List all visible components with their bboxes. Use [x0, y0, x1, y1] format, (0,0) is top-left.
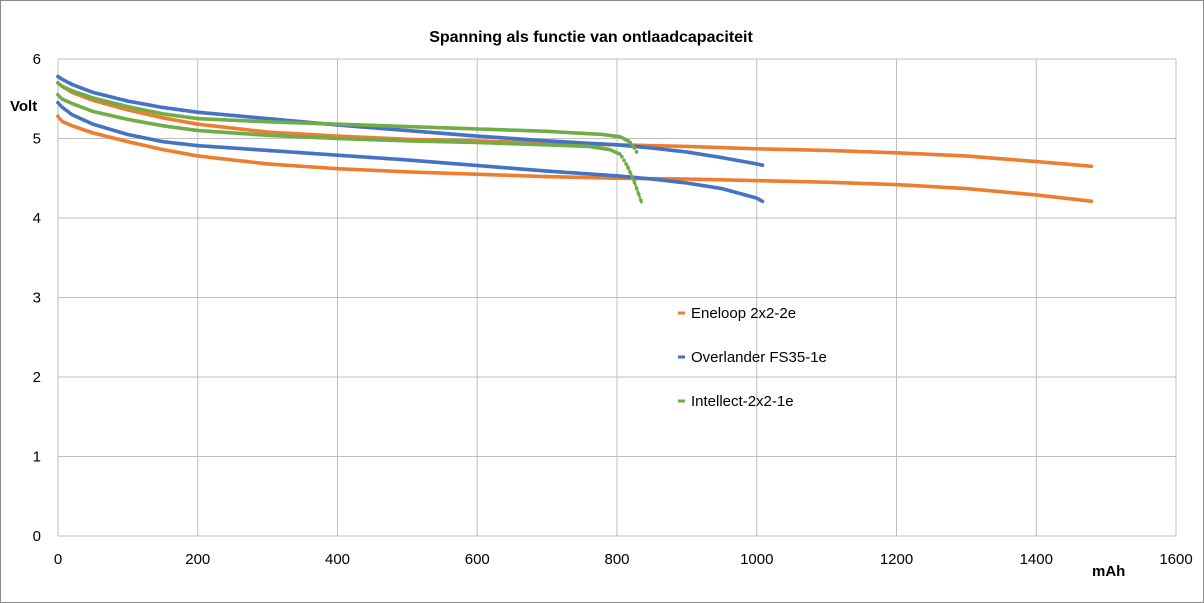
data-point: [56, 114, 60, 119]
data-point: [630, 174, 633, 177]
y-tick-label: 4: [33, 210, 41, 227]
data-point: [633, 183, 637, 187]
x-axis-label: mAh: [1092, 563, 1125, 580]
x-tick-label: 200: [185, 551, 210, 568]
legend: Eneloop 2x2-2e Overlander FS35-1e Intellec…: [678, 305, 827, 410]
data-point: [628, 169, 631, 173]
x-tick-label: 600: [465, 551, 490, 568]
data-point: [631, 176, 634, 180]
data-point: [622, 158, 626, 163]
plot-area: [56, 74, 1094, 204]
data-point: [624, 162, 628, 166]
data-point: [640, 200, 643, 204]
y-tick-label: 0: [33, 528, 41, 545]
data-point: [760, 163, 765, 168]
data-point: [619, 154, 624, 159]
y-tick-label: 2: [33, 369, 41, 386]
y-tick-label: 6: [33, 51, 41, 68]
data-point: [617, 152, 622, 156]
x-tick-label: 1600: [1159, 551, 1192, 568]
y-tick-label: 3: [33, 290, 41, 307]
data-point: [634, 149, 639, 154]
x-tick-label: 0: [54, 551, 62, 568]
data-point: [626, 164, 629, 168]
x-tick-label: 400: [325, 551, 350, 568]
data-point: [627, 167, 630, 171]
x-tick-label: 1400: [1020, 551, 1053, 568]
legend-label-1: Eneloop 2x2-2e: [691, 305, 796, 322]
data-point: [760, 199, 765, 204]
y-axis-label: Volt: [10, 98, 37, 115]
x-tick-label: 800: [604, 551, 629, 568]
data-point: [637, 193, 641, 197]
data-point: [632, 178, 635, 182]
x-tick-label: 1000: [740, 551, 773, 568]
x-tick-label: 1200: [880, 551, 913, 568]
data-point: [638, 195, 642, 199]
series-2: [56, 74, 765, 204]
data-point: [1089, 164, 1094, 169]
data-point: [639, 198, 642, 202]
data-point: [635, 188, 639, 192]
data-point: [1089, 199, 1094, 204]
legend-label-2: Overlander FS35-1e: [691, 349, 827, 366]
data-point: [634, 185, 638, 189]
y-tick-label: 5: [33, 131, 41, 148]
y-tick-label: 1: [33, 449, 41, 466]
series-3: [56, 80, 643, 204]
data-point: [629, 171, 632, 175]
legend-label-3: Intellect-2x2-1e: [691, 393, 794, 410]
tick-labels: 0 200 400 600 800 1000 1200 1400 1600 0 1 2 3 4 5 6: [33, 51, 1193, 568]
data-point: [636, 190, 640, 194]
data-point: [628, 140, 633, 145]
data-point: [632, 146, 637, 150]
data-point: [630, 143, 635, 148]
grid-lines: [57, 58, 1177, 537]
chart-title: Spanning als functie van ontlaadcapacite…: [429, 29, 753, 46]
data-point: [633, 180, 636, 184]
